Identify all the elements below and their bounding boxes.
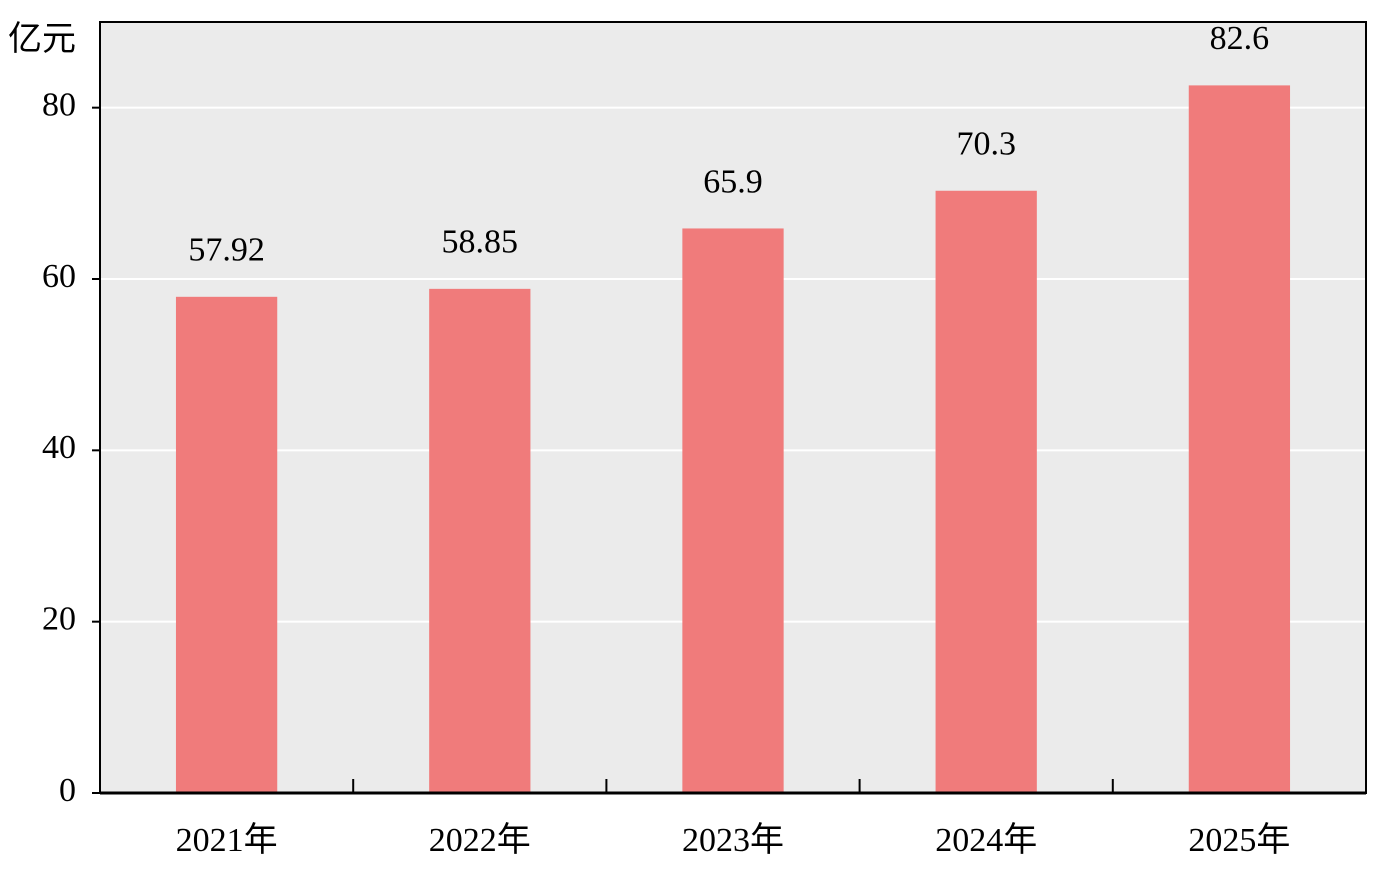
y-tick-label: 40 — [42, 429, 76, 466]
x-tick-label: 2025年 — [1188, 821, 1290, 859]
value-label: 65.9 — [703, 163, 763, 200]
value-label: 58.85 — [442, 224, 519, 261]
y-tick-label: 60 — [42, 258, 76, 295]
value-label: 57.92 — [188, 232, 265, 269]
value-label: 82.6 — [1210, 20, 1270, 57]
x-tick-label: 2023年 — [682, 821, 784, 859]
x-tick-label: 2022年 — [429, 821, 531, 859]
bar — [175, 296, 278, 793]
y-tick-label: 80 — [42, 86, 76, 123]
value-label: 70.3 — [956, 126, 1016, 163]
bar — [429, 288, 531, 793]
y-tick-label: 0 — [59, 772, 76, 809]
bar — [935, 190, 1037, 794]
bar — [1188, 85, 1291, 794]
y-tick-label: 20 — [42, 600, 76, 637]
x-tick-label: 2021年 — [176, 821, 278, 859]
y-axis-label: 亿元 — [8, 20, 76, 58]
bar — [682, 228, 784, 793]
x-tick-label: 2024年 — [935, 821, 1037, 859]
